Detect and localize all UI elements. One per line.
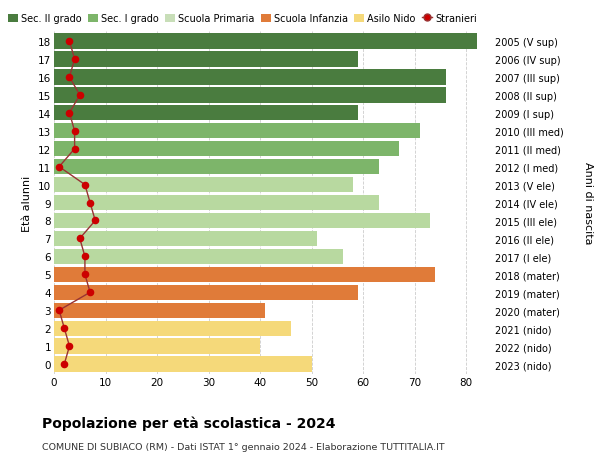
Point (85, 199, 95, 207)
Bar (54, 106, 358, 121)
Bar (54, 303, 265, 318)
Bar (54, 321, 291, 336)
Bar (54, 88, 446, 103)
Point (65, 343, 74, 350)
Point (80, 271, 90, 279)
Bar (54, 357, 311, 372)
Point (55, 163, 64, 171)
Point (75, 235, 85, 243)
Point (75, 92, 85, 99)
Bar (54, 249, 343, 264)
Legend: Sec. II grado, Sec. I grado, Scuola Primaria, Scuola Infanzia, Asilo Nido, Stran: Sec. II grado, Sec. I grado, Scuola Prim… (8, 14, 477, 24)
Text: COMUNE DI SUBIACO (RM) - Dati ISTAT 1° gennaio 2024 - Elaborazione TUTTITALIA.IT: COMUNE DI SUBIACO (RM) - Dati ISTAT 1° g… (42, 442, 445, 451)
Bar (54, 142, 399, 157)
Point (65, 38, 74, 45)
Bar (54, 231, 317, 246)
Point (91, 218, 100, 225)
Point (55, 307, 64, 314)
Bar (54, 213, 430, 229)
Bar (54, 178, 353, 193)
Point (65, 110, 74, 117)
Y-axis label: Anni di nascita: Anni di nascita (583, 162, 593, 244)
Bar (54, 34, 476, 50)
Point (59, 361, 69, 368)
Bar (54, 52, 358, 67)
Text: Popolazione per età scolastica - 2024: Popolazione per età scolastica - 2024 (42, 415, 335, 430)
Bar (54, 285, 358, 300)
Point (70, 56, 79, 63)
Point (59, 325, 69, 332)
Point (65, 74, 74, 81)
Point (80, 253, 90, 261)
Bar (54, 124, 420, 139)
Point (85, 289, 95, 297)
Point (80, 181, 90, 189)
Bar (54, 339, 260, 354)
Bar (54, 160, 379, 175)
Bar (54, 267, 436, 282)
Point (70, 128, 79, 135)
Y-axis label: Età alunni: Età alunni (22, 175, 32, 231)
Bar (54, 70, 446, 85)
Point (70, 146, 79, 153)
Bar (54, 196, 379, 211)
